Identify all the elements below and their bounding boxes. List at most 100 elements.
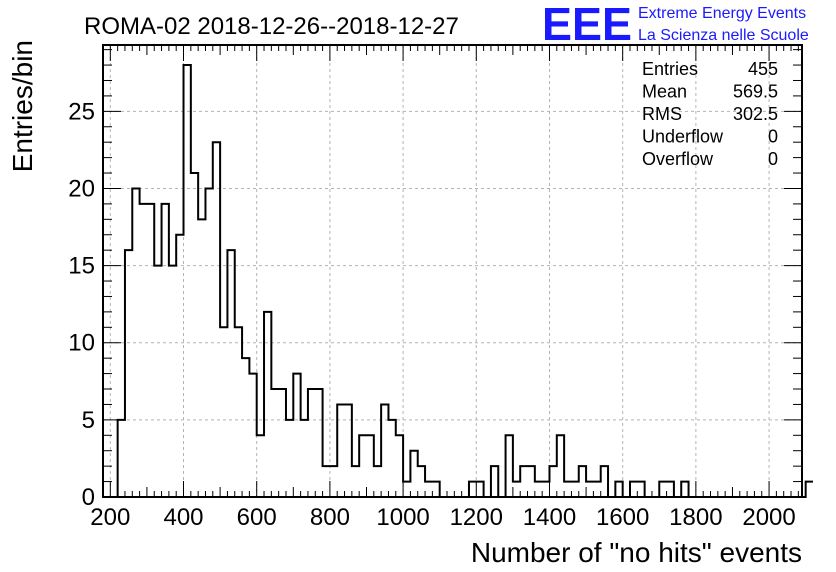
axis-ticks <box>102 45 802 498</box>
stats-value: 0 <box>768 127 778 147</box>
histogram-bin <box>213 142 220 497</box>
histogram-bin <box>286 420 293 497</box>
histogram-bin <box>659 482 666 497</box>
histogram-bin <box>184 65 191 497</box>
histogram-bin <box>806 482 813 497</box>
eee-logo: EEE Extreme Energy Events La Scienza nel… <box>542 0 809 50</box>
x-tick-label: 400 <box>163 504 203 531</box>
histogram-bin <box>535 482 542 497</box>
y-tick-label: 20 <box>68 175 95 202</box>
stats-value: 455 <box>748 59 778 79</box>
histogram-bin <box>549 466 556 497</box>
histogram-bin <box>271 389 278 497</box>
histogram-bin <box>557 435 564 497</box>
histogram-bin <box>388 420 395 497</box>
histogram-bin <box>506 435 513 497</box>
x-tick-label: 600 <box>237 504 277 531</box>
histogram-bin <box>366 435 373 497</box>
stats-value: 569.5 <box>733 82 778 102</box>
histogram-bin <box>227 250 234 497</box>
stats-label: Entries <box>642 59 698 79</box>
logo-mark: EEE <box>542 0 632 50</box>
histogram-bin <box>257 435 264 497</box>
histogram-bin <box>249 374 256 497</box>
histogram-bin <box>586 482 593 497</box>
stats-label: RMS <box>642 104 682 124</box>
histogram-bin <box>469 482 476 497</box>
x-tick-label: 200 <box>90 504 130 531</box>
histogram-bin <box>337 404 344 497</box>
histogram-bin <box>403 482 410 497</box>
histogram-bin <box>279 389 286 497</box>
histogram-bin <box>637 482 644 497</box>
stats-label: Overflow <box>642 149 714 169</box>
chart-title: ROMA-02 2018-12-26--2018-12-27 <box>84 13 459 40</box>
histogram-bin <box>425 482 432 497</box>
x-tick-label: 1000 <box>376 504 429 531</box>
histogram-bin <box>615 482 622 497</box>
stats-box: Entries 455 Mean 569.5 RMS 302.5 Underflow 0 Ove… <box>642 59 778 169</box>
stats-label: Mean <box>642 82 687 102</box>
histogram-bin <box>476 482 483 497</box>
histogram-bin <box>601 466 608 497</box>
histogram-bin <box>235 327 242 497</box>
stats-value: 0 <box>768 149 778 169</box>
y-tick-label: 5 <box>82 407 95 434</box>
y-tick-label: 25 <box>68 98 95 125</box>
histogram-bin <box>381 404 388 497</box>
histogram-bin <box>528 466 535 497</box>
histogram-bin <box>681 482 688 497</box>
histogram-bin <box>315 389 322 497</box>
histogram-bin <box>513 482 520 497</box>
histogram-bin <box>125 250 132 497</box>
grid-lines <box>103 45 802 497</box>
histogram-bin <box>374 466 381 497</box>
histogram-bin <box>264 312 271 497</box>
histogram-bin <box>396 435 403 497</box>
histogram-bin <box>359 435 366 497</box>
histogram-bin <box>242 358 249 497</box>
y-tick-label: 0 <box>82 484 95 511</box>
x-tick-label: 1800 <box>669 504 722 531</box>
histogram-bin <box>308 389 315 497</box>
histogram-bin <box>571 482 578 497</box>
x-tick-label: 1400 <box>523 504 576 531</box>
logo-line-1: Extreme Energy Events <box>638 5 806 22</box>
y-tick-label: 15 <box>68 253 95 280</box>
histogram-bin <box>520 466 527 497</box>
histogram-bin <box>564 482 571 497</box>
x-tick-label: 800 <box>310 504 350 531</box>
histogram-bin <box>630 482 637 497</box>
histogram-bin <box>491 466 498 497</box>
histogram-bin <box>323 466 330 497</box>
histogram-bin <box>667 482 674 497</box>
histogram-bin <box>579 466 586 497</box>
histogram-bin <box>352 466 359 497</box>
tick-labels: 200 400 600 800 1000 1200 1400 1600 1800 20000510… <box>68 98 795 531</box>
histogram-bin <box>542 482 549 497</box>
histogram-bin <box>198 219 205 497</box>
histogram-bin <box>418 466 425 497</box>
plot-frame <box>102 44 803 498</box>
histogram-bin <box>118 420 125 497</box>
histogram-bin <box>410 451 417 497</box>
histogram-bin <box>140 204 147 497</box>
histogram-bin <box>169 266 176 497</box>
x-tick-label: 2000 <box>742 504 795 531</box>
logo-line-2: La Scienza nelle Scuole <box>638 27 809 44</box>
x-tick-label: 1200 <box>450 504 503 531</box>
histogram-bin <box>154 266 161 497</box>
y-tick-label: 10 <box>68 330 95 357</box>
stats-label: Underflow <box>642 127 724 147</box>
plot-border <box>102 44 803 498</box>
histogram-bin <box>330 466 337 497</box>
histogram-bin <box>176 235 183 497</box>
histogram-bin <box>593 482 600 497</box>
histogram-bin <box>345 404 352 497</box>
histogram-bin <box>432 482 439 497</box>
histogram-bin <box>220 327 227 497</box>
y-axis-label: Entries/bin <box>7 40 38 172</box>
histogram-bin <box>191 173 198 497</box>
histogram-bin <box>147 204 154 497</box>
